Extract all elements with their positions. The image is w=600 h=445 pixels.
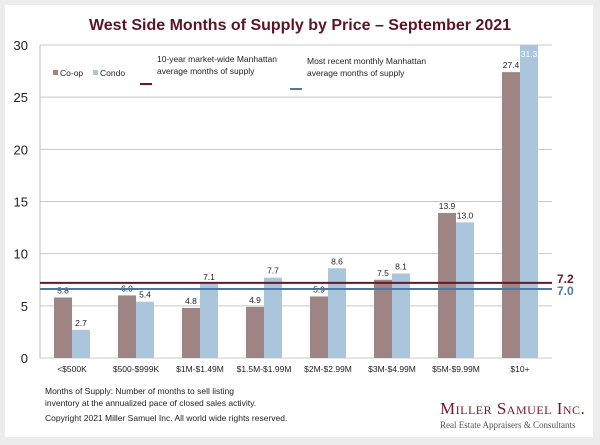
legend-label: Condo — [100, 68, 125, 78]
data-label: 5.8 — [57, 285, 69, 295]
bar-coop — [502, 72, 520, 359]
reference-line-label: 7.0 — [557, 284, 574, 298]
y-tick-label: 5 — [21, 299, 28, 314]
x-tick-label: $1.5M-$1.99M — [237, 364, 292, 374]
bar-coop — [54, 297, 72, 358]
data-label: 7.5 — [377, 268, 389, 278]
bar-coop — [310, 296, 328, 358]
legend-swatch — [53, 70, 58, 75]
data-label: 7.7 — [267, 266, 279, 276]
y-tick-label: 0 — [21, 351, 28, 366]
bar-coop — [374, 279, 392, 358]
data-label: 7.1 — [203, 272, 215, 282]
bar-condo — [520, 45, 538, 358]
bar-condo — [392, 273, 410, 358]
chart-card — [5, 5, 593, 437]
reference-line-label: 7.2 — [557, 272, 574, 286]
bar-condo — [72, 329, 90, 358]
miller-samuel-logo: Miller Samuel Inc. Real Estate Appraiser… — [440, 399, 585, 430]
legend-swatch — [93, 70, 98, 75]
data-label: 31.3 — [521, 49, 538, 59]
y-tick-label: 20 — [14, 142, 28, 157]
x-tick-label: $3M-$4.99M — [368, 364, 416, 374]
bar-condo — [264, 277, 282, 358]
legend-label: 10-year market-wide Manhattan — [157, 54, 277, 64]
x-tick-label: $2M-$2.99M — [304, 364, 352, 374]
definition-line-1: Months of Supply: Number of months to se… — [45, 386, 234, 396]
x-tick-label: <$500K — [57, 364, 87, 374]
x-tick-label: $500-$999K — [113, 364, 160, 374]
chart-title: West Side Months of Supply by Price – Se… — [89, 17, 511, 34]
y-tick-label: 10 — [14, 247, 28, 262]
legend-label: average months of supply — [157, 66, 255, 76]
y-tick-label: 30 — [14, 38, 28, 53]
legend-label: Co-op — [60, 68, 83, 78]
legend-label: Most recent monthly Manhattan — [307, 56, 426, 66]
bar-coop — [438, 212, 456, 358]
definition-line-2: inventory at the annualized pace of clos… — [45, 398, 257, 408]
bar-coop — [246, 306, 264, 358]
y-tick-label: 25 — [14, 90, 28, 105]
legend-label: average months of supply — [307, 68, 405, 78]
data-label: 13.0 — [457, 210, 474, 220]
logo-name: Miller Samuel Inc. — [440, 399, 586, 418]
x-tick-label: $10+ — [510, 364, 529, 374]
y-tick-label: 15 — [14, 195, 28, 210]
copyright: Copyright 2021 Miller Samuel Inc. All wo… — [45, 413, 288, 423]
data-label: 13.9 — [439, 201, 456, 211]
data-label: 5.4 — [139, 290, 151, 300]
definition-note: Months of Supply: Number of months to se… — [45, 385, 256, 409]
bar-condo — [200, 283, 218, 358]
x-tick-label: $5M-$9.99M — [432, 364, 480, 374]
bar-condo — [456, 222, 474, 358]
bar-coop — [182, 307, 200, 358]
data-label: 8.6 — [331, 256, 343, 266]
logo-tagline: Real Estate Appraisers & Consultants — [440, 420, 576, 430]
data-label: 4.9 — [249, 295, 261, 305]
data-label: 4.8 — [185, 296, 197, 306]
x-tick-label: $1M-$1.49M — [176, 364, 224, 374]
bar-condo — [136, 301, 154, 358]
bar-coop — [118, 295, 136, 358]
data-label: 2.7 — [75, 318, 87, 328]
data-label: 27.4 — [503, 60, 520, 70]
data-label: 8.1 — [395, 261, 407, 271]
bar-condo — [328, 268, 346, 358]
